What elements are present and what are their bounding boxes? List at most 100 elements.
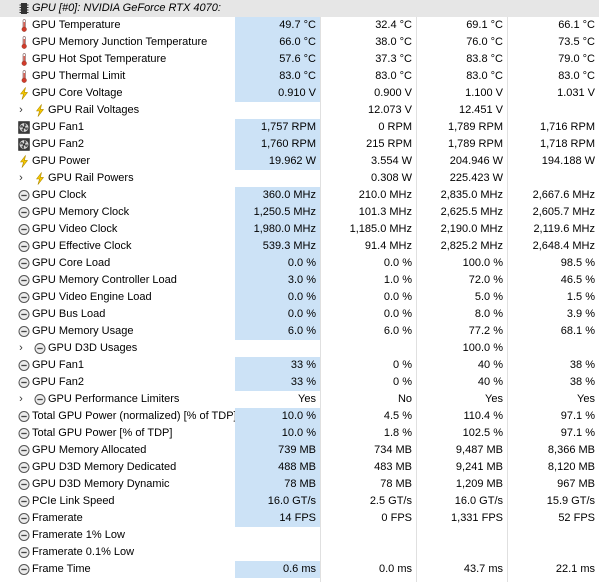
sensor-row-gpu-temperature[interactable]: GPU Temperature 49.7 °C 32.4 °C 69.1 °C 66.1… <box>0 17 599 34</box>
sensor-label: Framerate 0.1% Low <box>32 546 135 558</box>
sensor-row-gpu-fan2[interactable]: GPU Fan2 33 % 0 % 40 % 38 % <box>0 374 599 391</box>
current-value: 57.6 °C <box>235 51 320 68</box>
expand-chevron-icon[interactable]: › <box>19 393 23 405</box>
average-value: 3.9 % <box>566 308 595 320</box>
sensor-row-gpu-hot-spot-temperature[interactable]: GPU Hot Spot Temperature 57.6 °C 37.3 °C 83… <box>0 51 599 68</box>
sensor-row-gpu-fan1[interactable]: GPU Fan1 1,757 RPM 0 RPM 1,789 RPM 1,716 RPM <box>0 119 599 136</box>
sensor-name-cell: GPU Fan2 <box>0 374 235 391</box>
expand-chevron-icon[interactable]: › <box>19 342 23 354</box>
sensor-row-gpu-fan2[interactable]: GPU Fan2 1,760 RPM 215 RPM 1,789 RPM 1,718 R… <box>0 136 599 153</box>
minimum-value: 12.073 V <box>367 104 412 116</box>
sensor-row-gpu-bus-load[interactable]: GPU Bus Load 0.0 % 0.0 % 8.0 % 3.9 % <box>0 306 599 323</box>
gauge-icon <box>18 547 30 558</box>
sensor-row-gpu-d3d-memory-dynamic[interactable]: GPU D3D Memory Dynamic 78 MB 78 MB 1,209 MB… <box>0 476 599 493</box>
minimum-value: 6.0 % <box>383 325 412 337</box>
minimum-value: 4.5 % <box>383 410 412 422</box>
sensor-row-gpu-fan1[interactable]: GPU Fan1 33 % 0 % 40 % 38 % <box>0 357 599 374</box>
average-value: 2,119.6 MHz <box>533 223 595 235</box>
current-value: 0.0 % <box>235 255 320 272</box>
minimum-value: 734 MB <box>374 444 412 456</box>
sensor-row-gpu-d3d-memory-dedicated[interactable]: GPU D3D Memory Dedicated 488 MB 483 MB 9,24… <box>0 459 599 476</box>
average-value <box>508 544 599 561</box>
sensor-row-gpu-memory-usage[interactable]: GPU Memory Usage 6.0 % 6.0 % 77.2 % 68.1 % <box>0 323 599 340</box>
sensor-name-cell: GPU Memory Junction Temperature <box>0 34 235 51</box>
gauge-icon <box>18 207 30 218</box>
sensor-row-gpu-core-load[interactable]: GPU Core Load 0.0 % 0.0 % 100.0 % 98.5 % <box>0 255 599 272</box>
minimum-value: 3.554 W <box>371 155 412 167</box>
minimum-value: 0 FPS <box>381 512 412 524</box>
gauge-icon <box>18 309 30 320</box>
sensor-row-gpu-video-engine-load[interactable]: GPU Video Engine Load 0.0 % 0.0 % 5.0 % 1.5 … <box>0 289 599 306</box>
sensor-row-framerate[interactable]: Framerate 14 FPS 0 FPS 1,331 FPS 52 FPS <box>0 510 599 527</box>
current-value <box>235 527 320 544</box>
sensor-row-gpu-memory-controller-load[interactable]: GPU Memory Controller Load 3.0 % 1.0 % 72.0… <box>0 272 599 289</box>
sensor-label: GPU Fan1 <box>32 359 84 371</box>
sensor-row-gpu-thermal-limit[interactable]: GPU Thermal Limit 83.0 °C 83.0 °C 83.0 °C 83… <box>0 68 599 85</box>
sensor-row-gpu-memory-allocated[interactable]: GPU Memory Allocated 739 MB 734 MB 9,487 MB… <box>0 442 599 459</box>
minimum-value: 0 RPM <box>378 121 412 133</box>
sensor-name-cell: GPU D3D Memory Dedicated <box>0 459 235 476</box>
thermometer-icon <box>21 70 27 83</box>
gpu-group-header[interactable]: GPU [#0]: NVIDIA GeForce RTX 4070: <box>0 0 599 17</box>
current-value <box>235 102 320 119</box>
gauge-icon <box>18 275 30 286</box>
gauge-icon <box>18 326 30 337</box>
sensor-name-cell: GPU Thermal Limit <box>0 68 235 85</box>
maximum-value: 100.0 % <box>462 257 503 269</box>
minimum-value <box>321 544 416 561</box>
gauge-icon <box>18 530 30 541</box>
sensor-name-cell: GPU Core Voltage <box>0 85 235 102</box>
sensor-row-gpu-d3d-usages[interactable]: › GPU D3D Usages 100.0 % <box>0 340 599 357</box>
sensor-label: GPU Performance Limiters <box>48 393 180 405</box>
maximum-value: 1,789 RPM <box>447 121 503 133</box>
sensor-row-total-gpu-power-normalized-of-tdp[interactable]: Total GPU Power (normalized) [% of TDP] 1… <box>0 408 599 425</box>
sensor-row-gpu-memory-clock[interactable]: GPU Memory Clock 1,250.5 MHz 101.3 MHz 2,62… <box>0 204 599 221</box>
sensor-row-gpu-power[interactable]: GPU Power 19.962 W 3.554 W 204.946 W 194.188… <box>0 153 599 170</box>
sensor-label: GPU Power <box>32 155 91 167</box>
sensor-row-gpu-core-voltage[interactable]: GPU Core Voltage 0.910 V 0.900 V 1.100 V 1.0… <box>0 85 599 102</box>
sensor-row-gpu-effective-clock[interactable]: GPU Effective Clock 539.3 MHz 91.4 MHz 2,82… <box>0 238 599 255</box>
sensor-row-gpu-video-clock[interactable]: GPU Video Clock 1,980.0 MHz 1,185.0 MHz 2,1… <box>0 221 599 238</box>
sensor-row-gpu-memory-junction-temperature[interactable]: GPU Memory Junction Temperature 66.0 °C 38… <box>0 34 599 51</box>
minimum-value: 1,185.0 MHz <box>349 223 412 235</box>
maximum-value: 76.0 °C <box>466 36 503 48</box>
sensor-label: GPU Rail Voltages <box>48 104 140 116</box>
sensor-label: GPU Core Voltage <box>32 87 123 99</box>
sensor-row-frame-time[interactable]: Frame Time 0.6 ms 0.0 ms 43.7 ms 22.1 ms <box>0 561 599 578</box>
maximum-value: 40 % <box>477 376 503 388</box>
sensor-name-cell: GPU Hot Spot Temperature <box>0 51 235 68</box>
sensor-row-pcie-link-speed[interactable]: PCIe Link Speed 16.0 GT/s 2.5 GT/s 16.0 GT/… <box>0 493 599 510</box>
sensor-name-cell: GPU Fan1 <box>0 357 235 374</box>
sensor-name-cell: GPU Memory Clock <box>0 204 235 221</box>
minimum-value: 210.0 MHz <box>358 189 412 201</box>
average-value: 8,366 MB <box>547 444 595 456</box>
maximum-value: 16.0 GT/s <box>454 495 503 507</box>
sensor-label: GPU Bus Load <box>32 308 106 320</box>
current-value <box>235 170 320 187</box>
current-value: 0.6 ms <box>235 561 320 578</box>
maximum-value: 72.0 % <box>468 274 503 286</box>
gpu-chip-icon <box>19 3 29 14</box>
expand-chevron-icon[interactable]: › <box>19 104 23 116</box>
expand-chevron-icon[interactable]: › <box>19 172 23 184</box>
sensor-name-cell: › GPU Rail Voltages <box>0 102 235 119</box>
current-value: 33 % <box>235 374 320 391</box>
average-value <box>508 102 599 119</box>
gauge-icon <box>18 428 30 439</box>
maximum-value: 2,190.0 MHz <box>440 223 503 235</box>
sensor-row-gpu-performance-limiters[interactable]: › GPU Performance Limiters Yes No Yes Yes <box>0 391 599 408</box>
sensor-row-framerate-1-low[interactable]: Framerate 1% Low <box>0 527 599 544</box>
sensor-row-framerate-0-1-low[interactable]: Framerate 0.1% Low <box>0 544 599 561</box>
sensor-label: GPU Fan2 <box>32 138 84 150</box>
sensor-row-gpu-rail-voltages[interactable]: › GPU Rail Voltages 12.073 V 12.451 V <box>0 102 599 119</box>
sensor-row-total-gpu-power-of-tdp[interactable]: Total GPU Power [% of TDP] 10.0 % 1.8 % 102… <box>0 425 599 442</box>
sensor-label: Frame Time <box>32 563 91 575</box>
sensor-label: GPU Rail Powers <box>48 172 134 184</box>
thermometer-icon <box>21 53 27 66</box>
sensor-row-gpu-clock[interactable]: GPU Clock 360.0 MHz 210.0 MHz 2,835.0 MHz 2,… <box>0 187 599 204</box>
sensor-row-gpu-rail-powers[interactable]: › GPU Rail Powers 0.308 W 225.423 W <box>0 170 599 187</box>
column-divider <box>320 0 321 582</box>
maximum-value: 12.451 V <box>458 104 503 116</box>
sensor-name-cell: GPU Fan2 <box>0 136 235 153</box>
